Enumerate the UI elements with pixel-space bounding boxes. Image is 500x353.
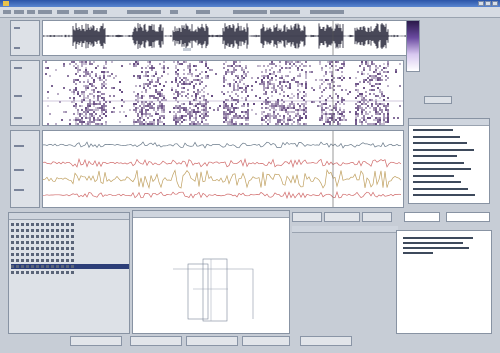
list-item[interactable] [11,240,129,245]
menu-item[interactable] [93,10,107,14]
tracks-plot [42,131,402,207]
column-header [292,226,398,233]
text-line [403,247,469,249]
bottom-button[interactable] [130,336,182,346]
menu-item[interactable] [57,10,69,14]
list-item-cells [11,259,75,262]
plot-window[interactable] [132,210,290,334]
tool-button[interactable] [362,212,392,222]
plot-window-titlebar [133,211,289,218]
info-panel-header [409,119,489,126]
title-bar [0,0,500,7]
close-button[interactable] [492,1,498,6]
menu-item[interactable] [127,10,161,14]
menu-item[interactable] [196,10,210,14]
axis-label [14,189,24,191]
menu-item[interactable] [233,10,267,14]
plot-window-canvas [173,258,254,322]
tool-button[interactable] [292,212,322,222]
list-item[interactable] [11,252,129,257]
list-item-cells [11,235,75,238]
text-line [403,237,473,239]
value-field[interactable] [446,212,490,222]
menu-item[interactable] [170,10,178,14]
maximize-button[interactable] [485,1,491,6]
text-line [403,242,463,244]
bottom-button[interactable] [300,336,352,346]
bottom-button[interactable] [70,336,122,346]
axis-label [14,145,24,147]
color-scale-bar [406,20,420,72]
info-row [413,161,464,164]
text-line [403,252,433,254]
info-row [413,194,475,196]
spectrogram-view[interactable] [42,60,404,126]
menu-item[interactable] [3,10,11,14]
text-panel[interactable] [396,230,492,334]
info-row [413,168,471,170]
menu-item[interactable] [38,10,52,14]
list-item[interactable] [11,228,129,233]
list-item-cells [11,223,75,226]
info-row [413,135,460,138]
list-item-cells [11,253,75,256]
info-panel [408,118,490,204]
axis-label [14,47,20,49]
value-field[interactable] [404,212,440,222]
waveform-plot [42,21,417,55]
waveform-axis [10,20,40,56]
info-row [413,187,468,190]
axis-label [14,67,22,69]
list-item[interactable] [11,264,129,269]
menu-item[interactable] [27,10,35,14]
menu-item[interactable] [14,10,24,14]
list-item[interactable] [11,246,129,251]
menu-item[interactable] [270,10,300,14]
menu-item[interactable] [310,10,344,14]
spectrogram-plot [43,61,403,125]
list-item-cells [11,271,75,274]
list-item-cells [11,229,75,232]
axis-label [14,27,20,29]
list-item-cells [11,241,75,244]
info-row [413,142,467,144]
file-list-header [9,213,129,220]
tracks-view[interactable] [42,130,404,208]
list-item[interactable] [11,222,129,227]
list-item[interactable] [11,270,129,275]
info-row [413,155,457,157]
tool-button[interactable] [324,212,360,222]
file-list-panel [8,212,130,334]
info-row [413,148,474,151]
list-item[interactable] [11,258,129,263]
info-row [413,129,453,131]
minimize-button[interactable] [478,1,484,6]
list-item[interactable] [11,234,129,239]
bottom-button[interactable] [242,336,290,346]
info-row [413,174,454,177]
menu-bar [0,7,500,18]
list-item-cells [11,247,75,250]
tracks-axis [10,130,40,208]
info-toggle[interactable] [424,96,452,104]
menu-item[interactable] [74,10,88,14]
segment-marker [183,48,191,51]
axis-label [14,169,24,171]
axis-label [14,95,22,97]
waveform-view[interactable] [42,20,418,56]
axis-label [14,117,22,119]
app-icon [3,1,9,6]
bottom-button[interactable] [186,336,238,346]
info-row [413,181,461,183]
spectrogram-axis [10,60,40,126]
list-item-cells [11,265,75,268]
